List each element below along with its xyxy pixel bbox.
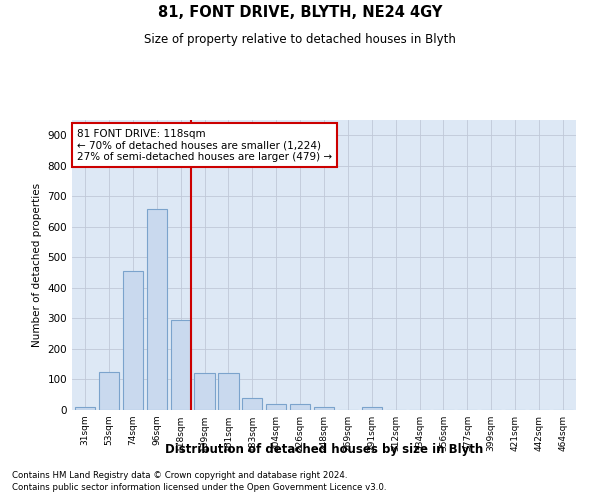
Bar (218, 374, 239, 410)
Bar (75, 407, 95, 410)
Bar (99, 372, 119, 410)
Bar (123, 271, 143, 410)
Bar (362, 407, 382, 410)
Bar (146, 208, 167, 410)
Bar (194, 374, 215, 410)
Y-axis label: Number of detached properties: Number of detached properties (32, 183, 42, 347)
Text: Contains public sector information licensed under the Open Government Licence v3: Contains public sector information licen… (12, 484, 386, 492)
Bar (170, 320, 191, 410)
Bar (266, 404, 286, 410)
Bar (242, 398, 262, 410)
Text: Contains HM Land Registry data © Crown copyright and database right 2024.: Contains HM Land Registry data © Crown c… (12, 471, 347, 480)
Text: Size of property relative to detached houses in Blyth: Size of property relative to detached ho… (144, 32, 456, 46)
Text: 81, FONT DRIVE, BLYTH, NE24 4GY: 81, FONT DRIVE, BLYTH, NE24 4GY (158, 5, 442, 20)
Bar (290, 404, 310, 410)
Bar (314, 407, 334, 410)
Text: Distribution of detached houses by size in Blyth: Distribution of detached houses by size … (165, 442, 483, 456)
Text: 81 FONT DRIVE: 118sqm
← 70% of detached houses are smaller (1,224)
27% of semi-d: 81 FONT DRIVE: 118sqm ← 70% of detached … (77, 128, 332, 162)
